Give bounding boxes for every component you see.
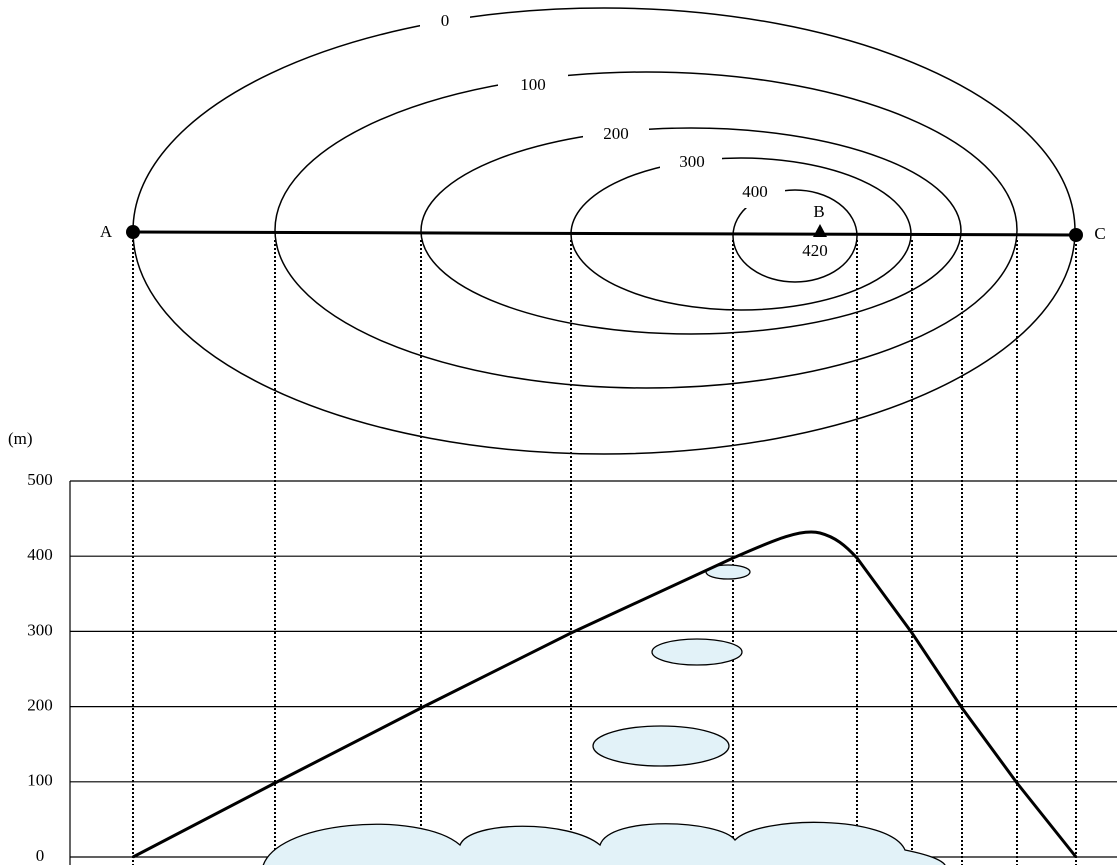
y-tick-label: 100 [27, 771, 53, 790]
summit-marker [813, 224, 827, 237]
clouds [263, 564, 946, 865]
section-line [132, 230, 1077, 237]
y-tick-label: 300 [27, 620, 53, 639]
y-tick-label: 0 [36, 846, 45, 865]
projection-lines [132, 240, 1077, 865]
y-tick-label: 200 [27, 696, 53, 715]
point-label: B [813, 202, 824, 221]
contour-label: 200 [603, 124, 629, 143]
unit-label: (m) [8, 429, 33, 448]
profile-line [132, 530, 1078, 859]
point-label: A [100, 222, 113, 241]
height-label: 420 [802, 241, 828, 260]
point-c [1069, 228, 1083, 242]
contour-100 [274, 71, 1018, 389]
y-tick-label: 400 [27, 545, 53, 564]
contour-label: 100 [520, 75, 546, 94]
contour-200 [420, 127, 962, 335]
point-a [126, 225, 140, 239]
contour-400 [732, 189, 858, 283]
y-tick-label: 500 [27, 470, 53, 489]
contour-label: 300 [679, 152, 705, 171]
contour-map: 0 100 200 300 400 A B C 420 [100, 7, 1106, 455]
contour-label: 0 [441, 11, 450, 30]
y-ticks: 500 400 300 200 100 0 [27, 470, 1117, 865]
point-label: C [1094, 224, 1105, 243]
contour-label: 400 [742, 182, 768, 201]
